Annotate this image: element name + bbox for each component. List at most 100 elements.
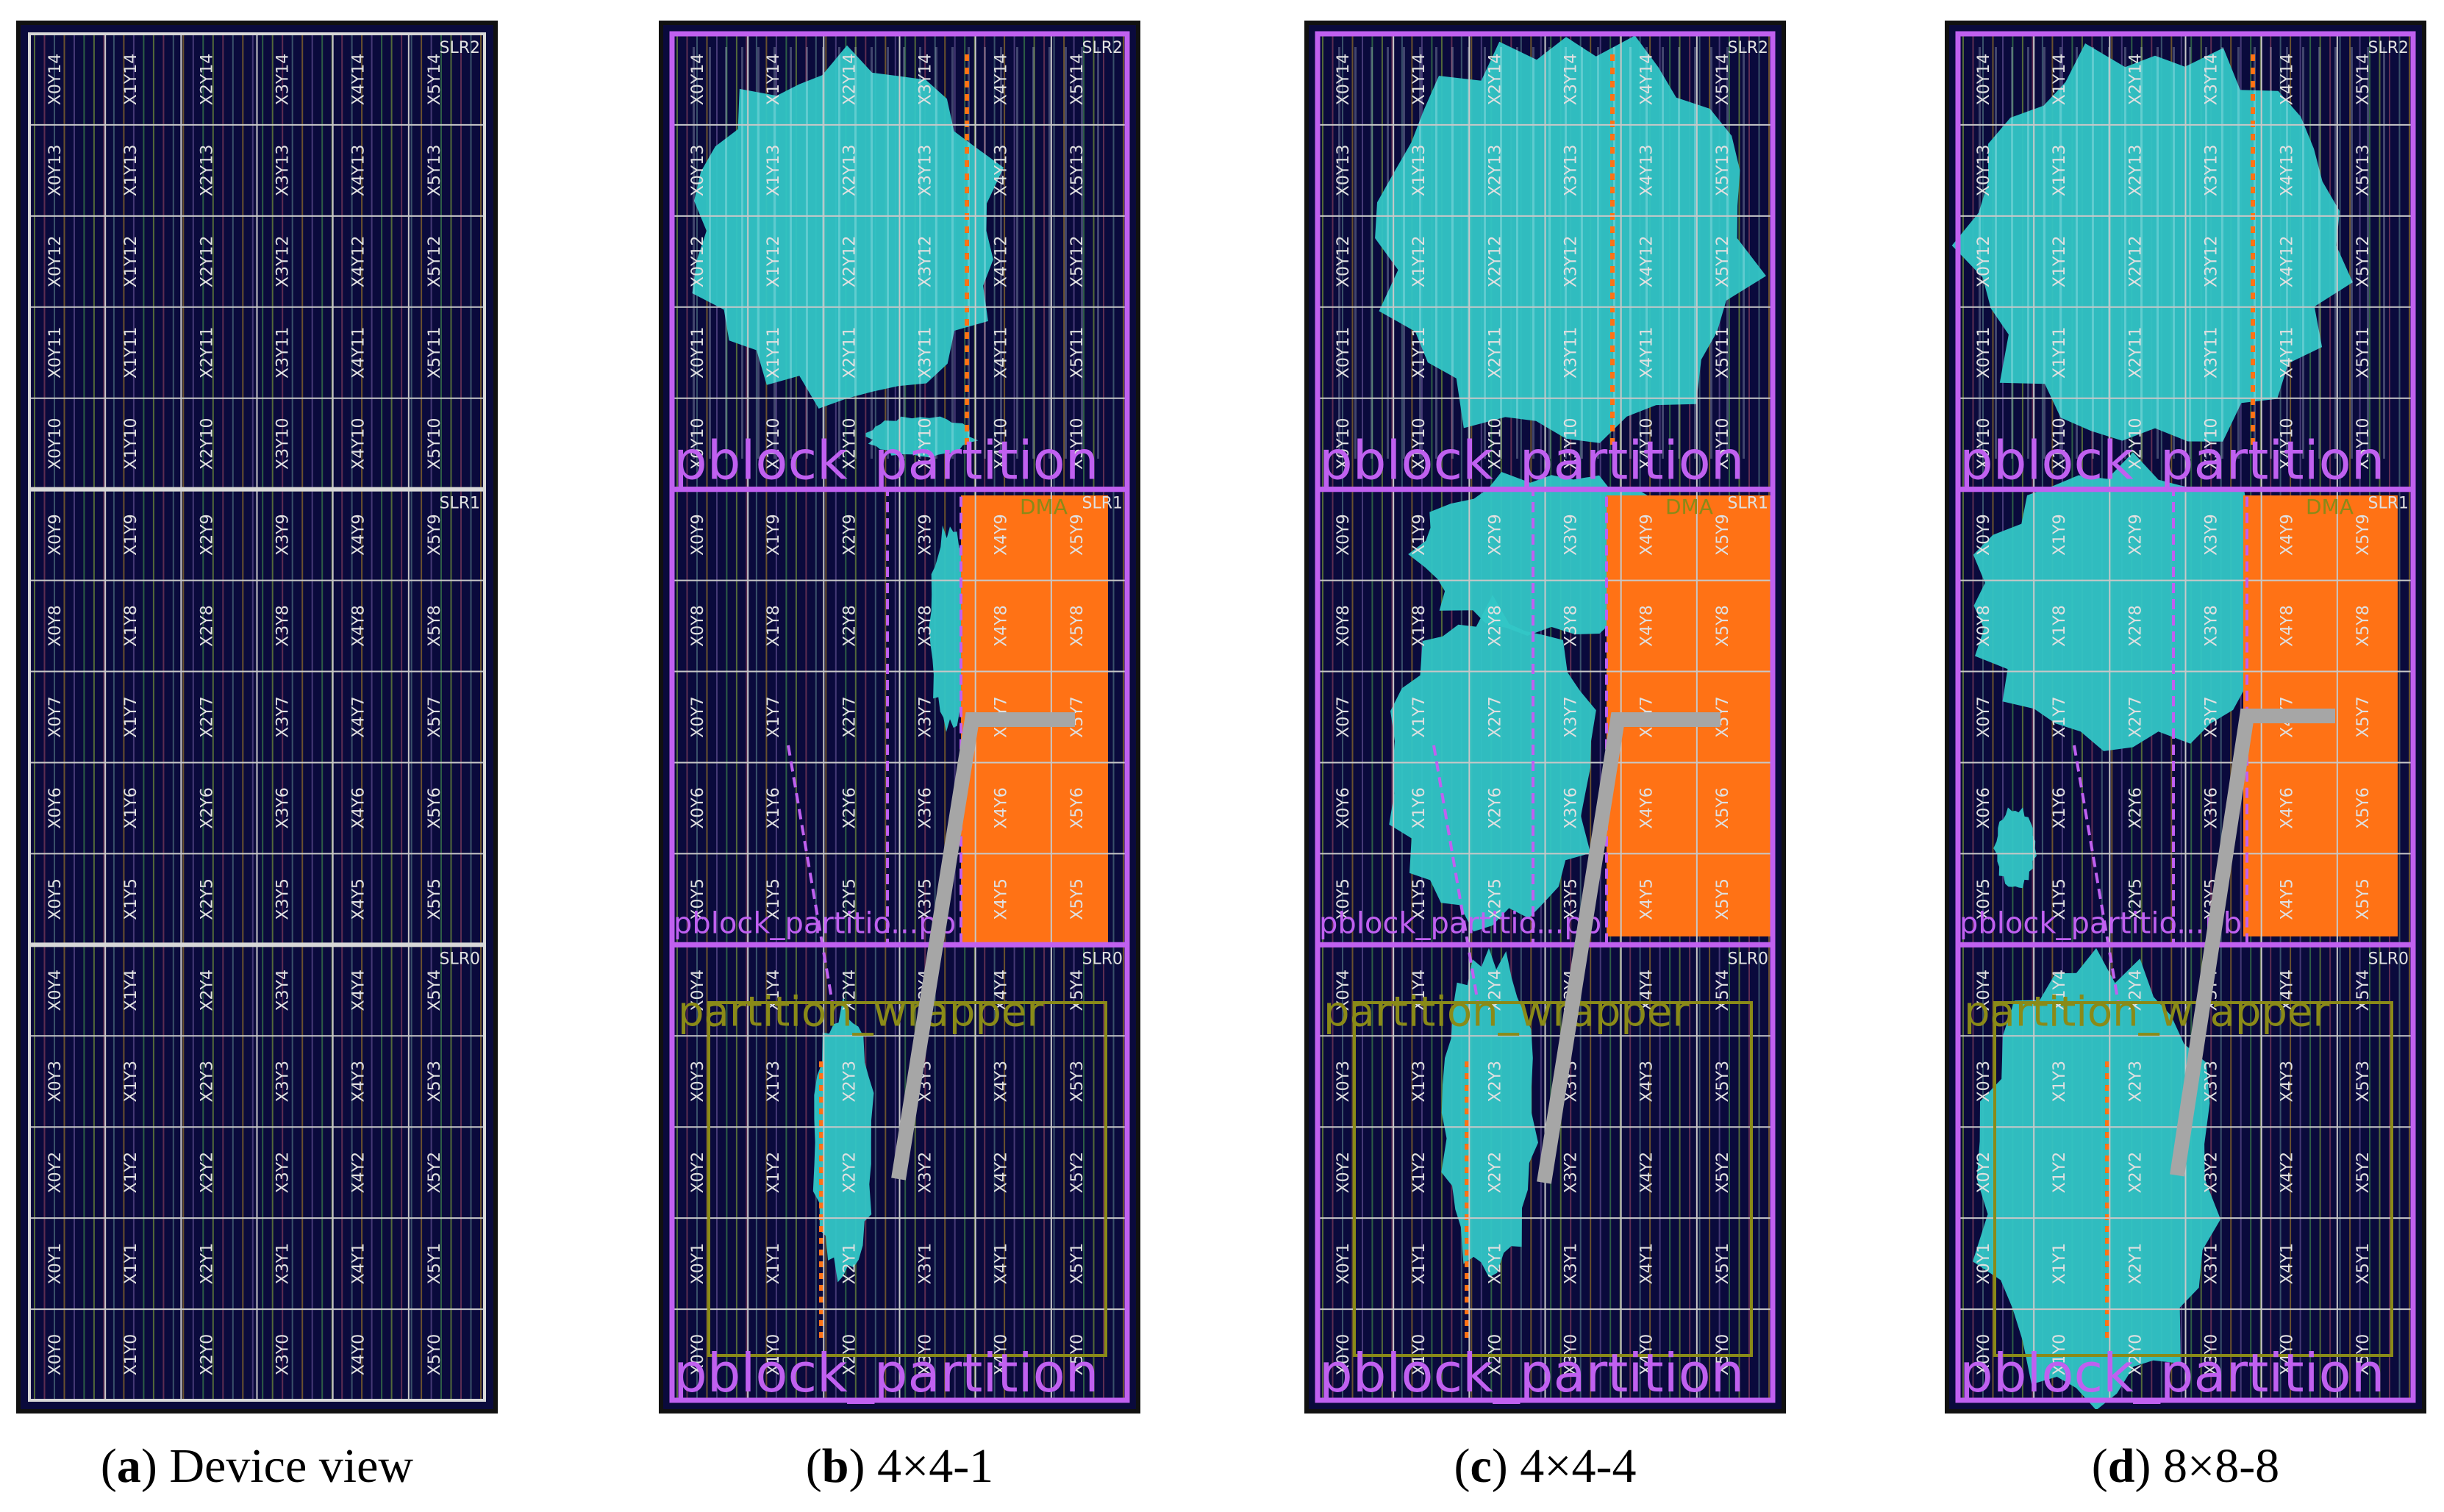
clock-region-label: X1Y14	[2051, 54, 2069, 106]
cell-streak	[2334, 47, 2337, 459]
device-canvas[interactable]: X0Y14 X1Y14 X2Y14 X3Y14 X4Y14 X5Y14 X0Y13 X1Y13…	[21, 25, 493, 1409]
orange-cell	[819, 1132, 823, 1138]
clock-region-label: X0Y13	[46, 145, 65, 197]
partition-8x8-8-panel[interactable]: X0Y14 X1Y14 X2Y14 X3Y14 X4Y14 X5Y14 X0Y13 X1Y13…	[1945, 21, 2426, 1414]
clock-region-label: X1Y2	[122, 1152, 140, 1194]
placement-region	[865, 416, 979, 458]
resource-column	[825, 34, 827, 1400]
clock-region-label: X1Y6	[765, 787, 783, 829]
orange-cell	[1610, 306, 1615, 312]
orange-cell	[819, 1308, 823, 1314]
orange-cell	[2105, 1332, 2109, 1338]
resource-column	[371, 34, 373, 1400]
clock-region-label: X5Y5	[2354, 878, 2373, 920]
resource-column	[1362, 34, 1363, 1400]
resource-column	[795, 34, 797, 1400]
device-canvas[interactable]: X0Y14 X1Y14 X2Y14 X3Y14 X4Y14 X5Y14 X0Y13 X1Y13…	[663, 25, 1136, 1409]
resource-column	[2021, 34, 2023, 1400]
placement-region	[1993, 807, 2037, 889]
orange-cell	[1610, 121, 1615, 127]
resource-column	[271, 34, 274, 1400]
orange-cell	[2251, 293, 2255, 299]
clock-region-label: X1Y7	[765, 696, 783, 738]
resource-column	[1992, 34, 1994, 1400]
clock-region-label: X5Y4	[1068, 970, 1087, 1011]
orange-cell	[1610, 94, 1615, 101]
orange-cell	[2105, 1073, 2109, 1079]
cell-streak	[2237, 47, 2240, 459]
resource-column	[696, 34, 698, 1400]
clock-region-label: X0Y2	[46, 1152, 65, 1194]
partition-4x4-1-panel[interactable]: X0Y14 X1Y14 X2Y14 X3Y14 X4Y14 X5Y14 X0Y13 X1Y13…	[659, 21, 1140, 1414]
resource-column	[450, 34, 452, 1400]
orange-cell	[965, 372, 969, 379]
clock-region-label: X5Y4	[2354, 970, 2373, 1011]
orange-cell	[1610, 438, 1615, 445]
clock-region-label: X0Y11	[689, 327, 707, 379]
partition-wrapper-label: partition_wrapper	[1964, 988, 2330, 1036]
resource-column	[835, 34, 837, 1400]
orange-cell	[819, 1179, 823, 1185]
orange-cell	[965, 200, 969, 207]
clock-region-label: X3Y4	[274, 970, 293, 1011]
clock-region-label: X4Y13	[993, 145, 1011, 197]
resource-column	[845, 34, 847, 1400]
clock-region-labels: X0Y14 X1Y14 X2Y14 X3Y14 X4Y14 X5Y14 X0Y13 X1Y13…	[1975, 54, 2373, 1376]
orange-cell	[2105, 1061, 2109, 1067]
resource-column	[321, 34, 324, 1400]
clock-region-label: X2Y7	[198, 696, 216, 738]
clock-region-label: X1Y13	[1410, 145, 1429, 197]
device-canvas[interactable]: X0Y14 X1Y14 X2Y14 X3Y14 X4Y14 X5Y14 X0Y13 X1Y13…	[1949, 25, 2422, 1409]
clock-region-label: X0Y9	[1975, 514, 1993, 556]
orange-cell	[819, 1214, 823, 1220]
caption-d: (d) 8×8-8	[2091, 1439, 2280, 1493]
pblock-label-slr0: pblock_partition	[1959, 1342, 2384, 1404]
dma-label: DMA	[1020, 495, 1068, 519]
resource-column	[430, 34, 432, 1400]
clock-region-label: X0Y13	[689, 145, 707, 197]
partition-4x4-4-panel[interactable]: X0Y14 X1Y14 X2Y14 X3Y14 X4Y14 X5Y14 X0Y13 X1Y13…	[1304, 21, 1786, 1414]
slr-label: SLR2	[1727, 39, 1768, 57]
partition-wrapper-outline[interactable]	[1993, 1001, 2393, 1357]
clock-region-label: X5Y9	[1068, 514, 1087, 556]
orange-cell	[1610, 253, 1615, 259]
clock-region-label: X2Y13	[198, 145, 216, 197]
clock-region-label: X2Y0	[198, 1334, 216, 1376]
clock-region-label: X3Y7	[1562, 696, 1581, 738]
clock-region-label: X1Y7	[1410, 696, 1429, 738]
resource-column	[112, 34, 115, 1400]
resource-column	[1342, 34, 1343, 1400]
clock-region-label: X2Y11	[2126, 327, 2145, 379]
clock-region-label: X1Y2	[1410, 1152, 1429, 1194]
orange-cell	[2105, 1144, 2109, 1150]
device-canvas[interactable]: X0Y14 X1Y14 X2Y14 X3Y14 X4Y14 X5Y14 X0Y13 X1Y13…	[1309, 25, 1782, 1409]
clock-region-label: X1Y10	[765, 418, 783, 470]
device-view-panel[interactable]: X0Y14 X1Y14 X2Y14 X3Y14 X4Y14 X5Y14 X0Y13 X1Y13…	[16, 21, 498, 1414]
resource-column	[222, 34, 224, 1400]
partition-wrapper-outline[interactable]	[707, 1001, 1107, 1357]
clock-region-label: X3Y8	[2203, 605, 2221, 647]
clock-region-label: X2Y1	[1486, 1243, 1504, 1285]
cell-streak	[693, 47, 695, 459]
cell-streak	[2092, 47, 2094, 459]
clock-region-label: X5Y1	[1714, 1243, 1732, 1285]
resource-column	[390, 34, 393, 1400]
orange-cell	[1610, 147, 1615, 154]
cell-streak	[984, 47, 986, 459]
orange-cell	[1465, 1120, 1469, 1126]
resource-column	[123, 34, 125, 1400]
clock-region-label: X3Y7	[2203, 696, 2221, 738]
clock-region-label: X0Y3	[46, 1061, 65, 1103]
orange-cell	[2105, 1108, 2109, 1114]
clock-region-label: X5Y10	[1714, 418, 1732, 470]
orange-cell	[1610, 200, 1615, 207]
pblock-label-slr2: pblock_partition	[673, 430, 1098, 492]
clock-region-label: X1Y7	[2051, 696, 2069, 738]
clock-region-label: X4Y2	[993, 1152, 1011, 1194]
slr-label: SLR0	[439, 950, 480, 968]
clock-region-label: X1Y2	[765, 1152, 783, 1194]
partition-wrapper-outline[interactable]	[1353, 1001, 1753, 1357]
cell-streak	[1435, 47, 1437, 459]
clock-region-label: X0Y6	[689, 787, 707, 829]
clock-region-label: X0Y1	[46, 1243, 65, 1285]
